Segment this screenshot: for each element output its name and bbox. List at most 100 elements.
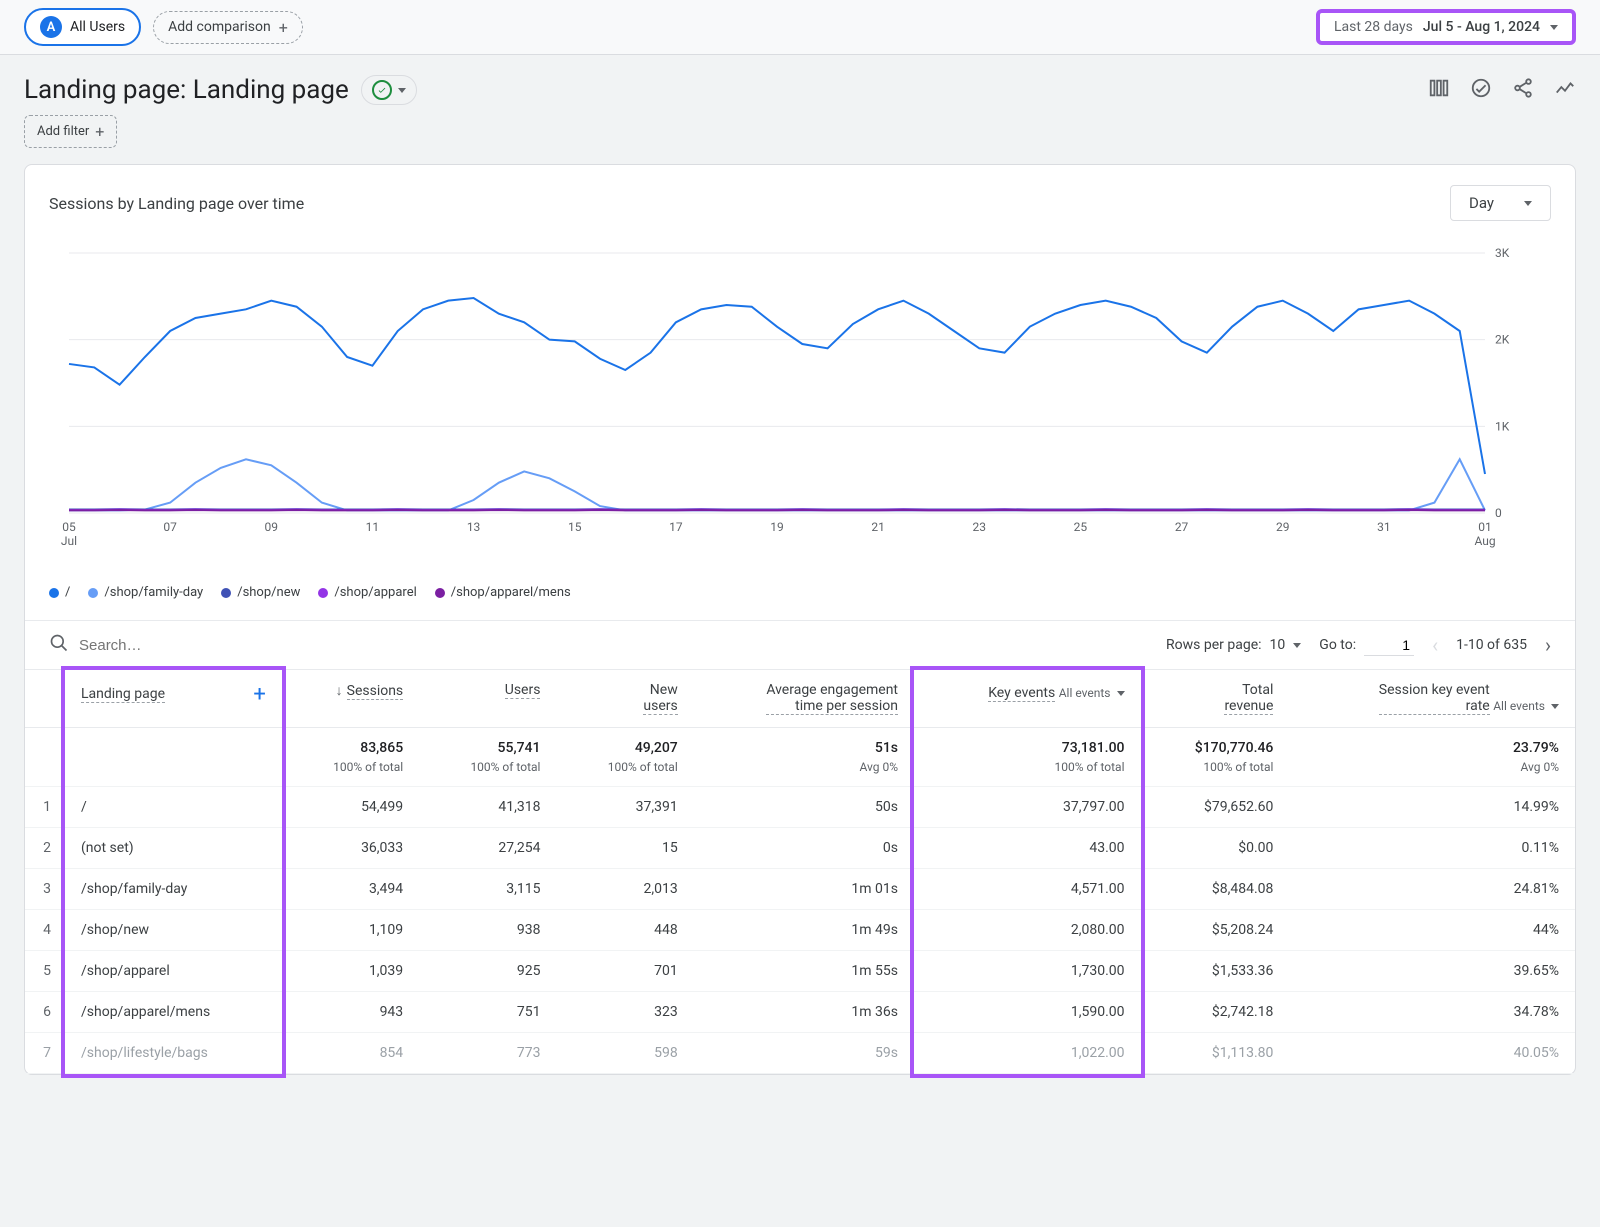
- prev-page-icon[interactable]: ‹: [1432, 633, 1438, 657]
- row-number: 4: [25, 910, 65, 951]
- table-row[interactable]: 7 /shop/lifestyle/bags 854 773 598 59s 1…: [25, 1033, 1575, 1074]
- cell-new-users: 323: [556, 992, 693, 1033]
- cell-revenue: $2,742.18: [1141, 992, 1290, 1033]
- cell-avg-eng: 1m 01s: [694, 869, 914, 910]
- all-users-badge: A: [40, 16, 62, 38]
- col-new-users[interactable]: Newusers: [556, 670, 693, 728]
- svg-text:Aug: Aug: [1474, 534, 1495, 548]
- svg-text:3K: 3K: [1495, 246, 1510, 260]
- cell-rate: 40.05%: [1289, 1033, 1575, 1074]
- col-avg-engagement[interactable]: Average engagementtime per session: [694, 670, 914, 728]
- add-filter-button[interactable]: Add filter +: [24, 115, 117, 148]
- row-number: 3: [25, 869, 65, 910]
- cell-key-events: 2,080.00: [914, 910, 1140, 951]
- table-row[interactable]: 4 /shop/new 1,109 938 448 1m 49s 2,080.0…: [25, 910, 1575, 951]
- svg-text:31: 31: [1377, 520, 1391, 534]
- cell-revenue: $0.00: [1141, 828, 1290, 869]
- legend-item[interactable]: /shop/family-day: [88, 585, 203, 600]
- col-users[interactable]: Users: [419, 670, 556, 728]
- legend-item[interactable]: /shop/apparel: [318, 585, 416, 600]
- add-dimension-icon[interactable]: +: [253, 682, 265, 707]
- col-rate[interactable]: Session key eventrate All events: [1289, 670, 1575, 728]
- col-key-events[interactable]: Key events All events: [914, 670, 1140, 728]
- col-sessions[interactable]: ↓Sessions: [282, 670, 419, 728]
- row-number: 1: [25, 787, 65, 828]
- legend-dot-icon: [88, 588, 98, 598]
- page-header: Landing page: Landing page: [0, 55, 1600, 115]
- goto-input[interactable]: [1364, 635, 1414, 656]
- granularity-value: Day: [1469, 194, 1494, 212]
- col-landing-page[interactable]: Landing page +: [65, 670, 282, 728]
- cell-new-users: 701: [556, 951, 693, 992]
- svg-text:Jul: Jul: [61, 534, 77, 548]
- svg-text:2K: 2K: [1495, 333, 1510, 347]
- insights-icon[interactable]: [1470, 77, 1492, 103]
- rows-per-page-value[interactable]: 10: [1270, 637, 1286, 653]
- cell-landing-page: /shop/family-day: [65, 869, 282, 910]
- table-row[interactable]: 3 /shop/family-day 3,494 3,115 2,013 1m …: [25, 869, 1575, 910]
- plus-icon: +: [95, 122, 104, 141]
- svg-text:05: 05: [62, 520, 76, 534]
- share-icon[interactable]: [1512, 77, 1534, 103]
- cell-new-users: 2,013: [556, 869, 693, 910]
- search-input[interactable]: [79, 637, 1166, 654]
- all-users-chip[interactable]: A All Users: [24, 8, 141, 46]
- date-range-picker[interactable]: Last 28 days Jul 5 - Aug 1, 2024: [1316, 9, 1576, 45]
- cell-rate: 14.99%: [1289, 787, 1575, 828]
- add-comparison-label: Add comparison: [168, 19, 271, 35]
- cell-rate: 39.65%: [1289, 951, 1575, 992]
- cell-rate: 44%: [1289, 910, 1575, 951]
- topbar: A All Users Add comparison + Last 28 day…: [0, 0, 1600, 55]
- all-events-dropdown[interactable]: All events: [1059, 686, 1125, 700]
- col-revenue[interactable]: Totalrevenue: [1141, 670, 1290, 728]
- cell-sessions: 54,499: [282, 787, 419, 828]
- table-row[interactable]: 5 /shop/apparel 1,039 925 701 1m 55s 1,7…: [25, 951, 1575, 992]
- chart-area: 01K2K3K05Jul0709111315171921232527293101…: [25, 233, 1575, 573]
- search-icon[interactable]: [49, 633, 69, 657]
- table-row[interactable]: 2 (not set) 36,033 27,254 15 0s 43.00 $0…: [25, 828, 1575, 869]
- report-card: Sessions by Landing page over time Day 0…: [24, 164, 1576, 1075]
- customize-icon[interactable]: [1428, 77, 1450, 103]
- cell-users: 925: [419, 951, 556, 992]
- cell-revenue: $5,208.24: [1141, 910, 1290, 951]
- cell-landing-page: /shop/lifestyle/bags: [65, 1033, 282, 1074]
- legend-dot-icon: [49, 588, 59, 598]
- cell-sessions: 943: [282, 992, 419, 1033]
- status-pill[interactable]: [361, 75, 417, 105]
- legend-item[interactable]: /shop/new: [221, 585, 300, 600]
- cell-revenue: $8,484.08: [1141, 869, 1290, 910]
- col-label: Landing page: [81, 686, 165, 703]
- table-body: 1 / 54,499 41,318 37,391 50s 37,797.00 $…: [25, 787, 1575, 1074]
- table-row[interactable]: 1 / 54,499 41,318 37,391 50s 37,797.00 $…: [25, 787, 1575, 828]
- all-users-label: All Users: [70, 19, 125, 35]
- cell-new-users: 598: [556, 1033, 693, 1074]
- plus-icon: +: [279, 18, 288, 37]
- legend-item[interactable]: /shop/apparel/mens: [435, 585, 571, 600]
- all-events-dropdown[interactable]: All events: [1493, 699, 1559, 713]
- next-page-icon[interactable]: ›: [1545, 633, 1551, 657]
- date-range-value: Jul 5 - Aug 1, 2024: [1423, 19, 1540, 35]
- legend-item[interactable]: /: [49, 585, 70, 600]
- cell-rate: 34.78%: [1289, 992, 1575, 1033]
- date-range-label: Last 28 days: [1334, 19, 1413, 35]
- col-label: Key events: [988, 685, 1055, 702]
- table-row[interactable]: 6 /shop/apparel/mens 943 751 323 1m 36s …: [25, 992, 1575, 1033]
- svg-text:17: 17: [669, 520, 683, 534]
- cell-revenue: $1,113.80: [1141, 1033, 1290, 1074]
- svg-text:19: 19: [770, 520, 784, 534]
- trend-icon[interactable]: [1554, 77, 1576, 103]
- cell-avg-eng: 1m 36s: [694, 992, 914, 1033]
- cell-landing-page: /shop/apparel/mens: [65, 992, 282, 1033]
- svg-text:13: 13: [467, 520, 481, 534]
- cell-key-events: 1,730.00: [914, 951, 1140, 992]
- granularity-select[interactable]: Day: [1450, 185, 1551, 221]
- legend-dot-icon: [435, 588, 445, 598]
- chevron-down-icon: [1524, 201, 1532, 206]
- col-label: Totalrevenue: [1224, 682, 1273, 715]
- check-circle-icon: [372, 80, 392, 100]
- cell-landing-page: /: [65, 787, 282, 828]
- svg-text:21: 21: [871, 520, 885, 534]
- cell-users: 41,318: [419, 787, 556, 828]
- table-toolbar: Rows per page: 10 Go to: ‹ 1-10 of 635 ›: [25, 620, 1575, 670]
- add-comparison-chip[interactable]: Add comparison +: [153, 11, 303, 44]
